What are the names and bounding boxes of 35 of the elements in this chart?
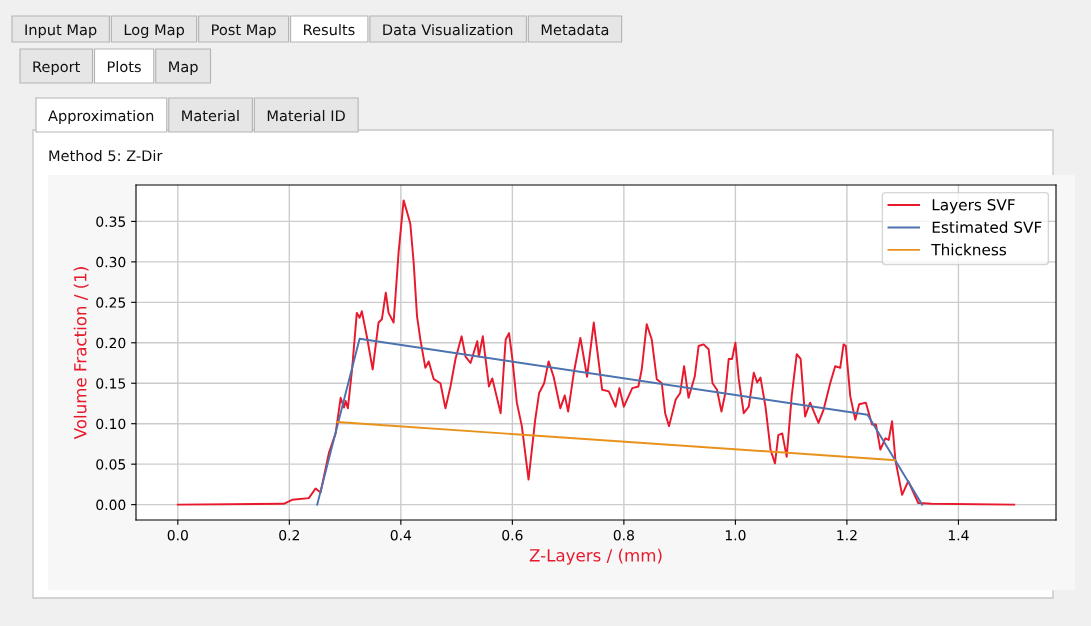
text: Approximation [48,109,154,125]
x-tick-label: 0.6 [502,529,523,541]
text: Material ID [267,109,345,122]
text: Results [304,23,355,36]
text: Plots [107,60,141,73]
x-axis-title: Z-Layers / (mm) [529,548,662,565]
line-series [176,199,1016,506]
y-tick-label: 0.20 [96,337,126,349]
x-tick-label: 0.8 [613,529,634,541]
y-tick-label: 0.15 [96,378,126,389]
legend-label: Estimated SVF [932,221,1042,233]
chart-title: Method 5: Z-Dir [49,149,163,162]
text: Metadata [541,23,609,36]
y-tick-label: 0.25 [96,297,126,308]
x-tick-label: 1.4 [948,530,969,541]
y-tick-label: 0.30 [96,256,126,268]
text: Post Map [212,24,276,39]
text: Data Visualization [383,23,513,36]
y-tick-label: 0.05 [96,459,126,470]
x-tick-label: 1.0 [725,529,746,541]
legend-label: Layers SVF [932,199,1015,214]
text: Report [33,61,80,76]
text: Map [169,61,198,76]
text: Log Map [124,24,185,39]
y-axis-title: Volume Fraction / (1) [73,267,89,440]
x-tick-label: 0.0 [167,529,188,541]
x-tick-label: 0.4 [390,529,412,541]
legend-label: Thickness [931,243,1007,256]
text: Material [182,109,239,122]
x-tick-label: 1.2 [837,529,857,541]
y-tick-label: 0.35 [96,216,126,227]
x-tick-label: 0.2 [279,529,299,541]
y-tick-label: 0.10 [96,418,126,430]
y-tick-label: 0.00 [96,499,126,511]
text: Input Map [25,24,97,39]
